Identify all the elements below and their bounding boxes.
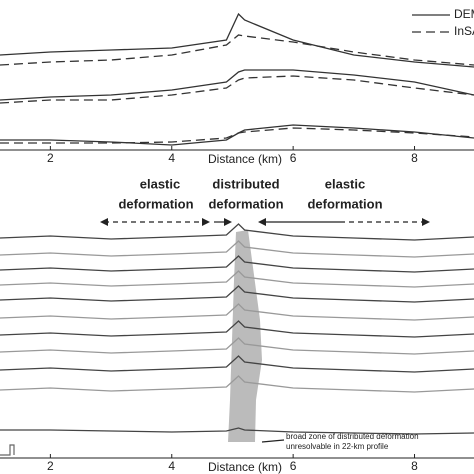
annotation: elastic — [140, 176, 180, 191]
profile-line — [0, 285, 474, 303]
profile-line — [0, 270, 474, 288]
annotation: deformation — [118, 196, 193, 211]
profile-line — [0, 337, 474, 355]
profile-line — [0, 127, 474, 144]
annotation: deformation — [208, 196, 283, 211]
x-axis-label: Distance (km) — [208, 460, 282, 474]
x-tick-label: 6 — [290, 459, 297, 473]
profile-line — [0, 223, 474, 241]
profile-line — [0, 75, 474, 104]
profile-line — [0, 124, 474, 146]
profile-line — [0, 355, 474, 373]
x-tick-label: 8 — [411, 151, 418, 165]
x-tick-label: 6 — [290, 151, 297, 165]
profile-line — [0, 320, 474, 338]
profile-line — [0, 34, 474, 66]
profile-line — [0, 427, 474, 435]
shaded-zone — [228, 230, 262, 442]
profile-line — [0, 375, 474, 393]
x-tick-label: 2 — [47, 459, 54, 473]
annotation: elastic — [325, 176, 365, 191]
annotation: broad zone of distributed deformation — [286, 432, 419, 441]
profile-line — [0, 255, 474, 273]
legend-label: DEM — [454, 7, 474, 21]
x-axis-label: Distance (km) — [208, 152, 282, 166]
annotation: unresolvable in 22-km profile — [286, 442, 389, 451]
profile-line — [0, 69, 474, 101]
arrows — [0, 218, 430, 456]
annotation: deformation — [307, 196, 382, 211]
profile-line — [0, 303, 474, 321]
profile-line — [0, 12, 474, 68]
x-tick-label: 2 — [47, 151, 54, 165]
x-tick-label: 4 — [168, 151, 175, 165]
x-tick-label: 8 — [411, 459, 418, 473]
x-tick-label: 4 — [168, 459, 175, 473]
legend-label: InSA — [454, 24, 474, 38]
annotation: distributed — [212, 176, 279, 191]
profile-line — [0, 240, 474, 258]
